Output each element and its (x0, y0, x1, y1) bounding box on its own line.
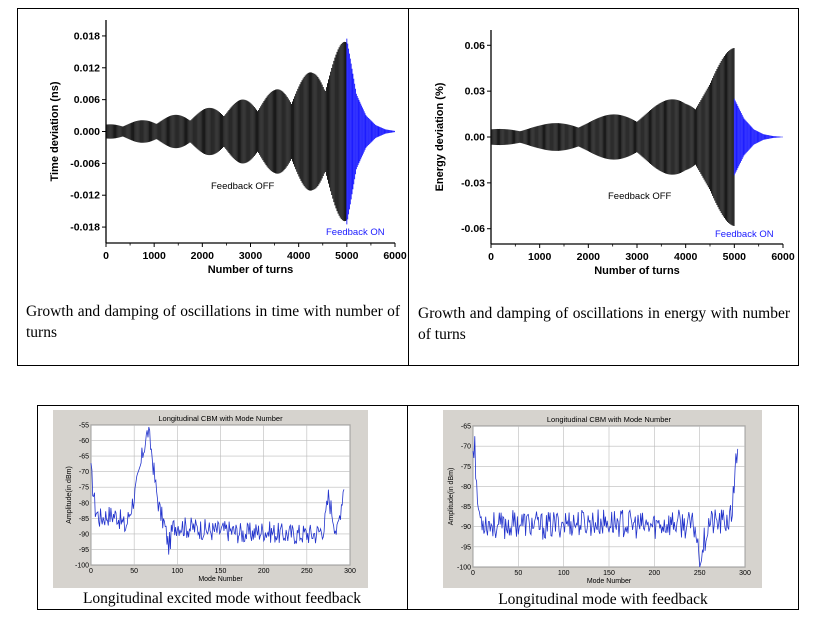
y-tick-label: -0.03 (461, 177, 485, 189)
x-tick-label: 250 (301, 568, 313, 575)
y-tick-label: -0.018 (70, 222, 100, 234)
caption-mode-with-feedback: Longitudinal mode with feedback (498, 591, 708, 608)
x-tick-label: 6000 (771, 251, 795, 263)
caption-excited-mode: Longitudinal excited mode without feedba… (82, 590, 362, 607)
series-feedback-on (346, 38, 395, 225)
y-tick-label: -100 (75, 563, 89, 570)
x-tick-label: 5000 (335, 250, 359, 262)
x-axis-title: Number of turns (208, 264, 294, 276)
x-tick-label: 200 (258, 568, 270, 575)
y-tick-label: 0.000 (74, 126, 100, 138)
x-axis-title: Number of turns (594, 265, 680, 277)
x-tick-label: 0 (103, 250, 109, 262)
series-feedback-off (105, 41, 347, 222)
y-tick-label: -95 (79, 547, 89, 554)
y-tick-label: 0.00 (465, 132, 486, 144)
y-tick-label: -70 (79, 469, 89, 476)
y-tick-label: 0.006 (74, 94, 100, 106)
x-tick-label: 50 (130, 568, 138, 575)
x-axis-title: Mode Number (587, 578, 632, 585)
y-tick-label: -80 (461, 484, 471, 491)
x-tick-label: 100 (171, 568, 183, 575)
x-tick-label: 0 (89, 568, 93, 575)
y-axis-title: Energy deviation (%) (434, 82, 446, 191)
y-tick-label: -60 (79, 438, 89, 445)
x-tick-label: 5000 (723, 251, 747, 263)
annotation-feedback-on: Feedback ON (715, 229, 774, 240)
y-tick-label: -0.06 (461, 223, 485, 235)
y-tick-label: 0.03 (465, 86, 486, 98)
x-tick-label: 1000 (142, 250, 166, 262)
y-tick-label: -65 (461, 424, 471, 431)
series-feedback-on (733, 98, 783, 176)
y-tick-label: -75 (79, 485, 89, 492)
series-feedback-off (490, 47, 735, 227)
x-tick-label: 250 (694, 570, 706, 577)
y-tick-label: -80 (79, 500, 89, 507)
annotation-feedback-on: Feedback ON (326, 227, 385, 238)
annotation-feedback-off: Feedback OFF (608, 191, 672, 202)
annotation-feedback-off: Feedback OFF (211, 181, 275, 192)
caption-time-growth: Growth and damping of oscillations in ti… (26, 303, 400, 341)
y-tick-label: -100 (457, 565, 471, 572)
bottom-table-divider (407, 405, 408, 610)
y-axis-title: Amplitude(in dBm) (66, 466, 73, 524)
y-tick-label: 0.06 (465, 40, 486, 52)
y-tick-label: -0.006 (70, 158, 100, 170)
y-tick-label: 0.018 (74, 30, 100, 42)
x-tick-label: 200 (648, 570, 660, 577)
x-tick-label: 2000 (577, 251, 601, 263)
x-tick-label: 2000 (191, 250, 215, 262)
x-tick-label: 0 (471, 570, 475, 577)
x-tick-label: 1000 (528, 251, 552, 263)
x-tick-label: 300 (739, 570, 751, 577)
y-tick-label: -65 (79, 454, 89, 461)
x-tick-label: 50 (514, 570, 522, 577)
y-axis-title: Amplitude(in dBm) (448, 468, 455, 526)
x-tick-label: 0 (488, 251, 494, 263)
x-tick-label: 4000 (287, 250, 311, 262)
x-tick-label: 3000 (239, 250, 263, 262)
caption-energy-growth: Growth and damping of oscillations in en… (418, 305, 790, 343)
y-tick-label: -85 (461, 504, 471, 511)
chart-title: Longitudinal CBM with Mode Number (547, 415, 672, 424)
y-tick-label: -95 (461, 544, 471, 551)
y-tick-label: -75 (461, 464, 471, 471)
y-tick-label: -85 (79, 516, 89, 523)
chart-title: Longitudinal CBM with Mode Number (158, 414, 283, 423)
amplitude-trace (90, 426, 345, 555)
x-tick-label: 4000 (674, 251, 698, 263)
x-tick-label: 3000 (625, 251, 649, 263)
amplitude-trace (472, 436, 739, 568)
top-table-divider (408, 8, 409, 366)
x-axis-title: Mode Number (198, 576, 243, 583)
x-tick-label: 150 (603, 570, 615, 577)
y-axis-title: Time deviation (ns) (49, 81, 61, 181)
x-tick-label: 100 (558, 570, 570, 577)
y-tick-label: -0.012 (70, 190, 100, 202)
x-tick-label: 300 (344, 568, 356, 575)
x-tick-label: 6000 (383, 250, 407, 262)
x-tick-label: 150 (215, 568, 227, 575)
y-tick-label: -55 (79, 423, 89, 430)
y-tick-label: 0.012 (74, 62, 100, 74)
y-tick-label: -90 (79, 531, 89, 538)
y-tick-label: -70 (461, 444, 471, 451)
bottom-figure-table (37, 405, 799, 610)
y-tick-label: -90 (461, 524, 471, 531)
